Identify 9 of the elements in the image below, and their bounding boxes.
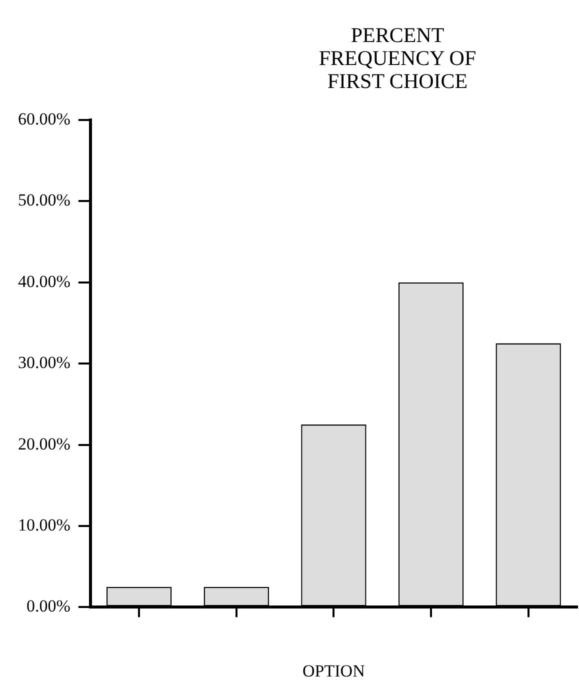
y-tick-label: 0.00%: [26, 596, 70, 616]
chart-title: PERCENT FREQUENCY OF FIRST CHOICE: [318, 23, 478, 93]
y-tick-label: 10.00%: [18, 515, 70, 534]
y-tick-label: 60.00%: [18, 109, 70, 128]
y-tick-label: 50.00%: [18, 190, 70, 210]
y-tick-label: 30.00%: [18, 353, 70, 372]
y-tick-label: 40.00%: [18, 272, 70, 291]
x-axis-title: OPTION: [302, 661, 365, 680]
y-tick-label: 20.00%: [18, 434, 70, 454]
